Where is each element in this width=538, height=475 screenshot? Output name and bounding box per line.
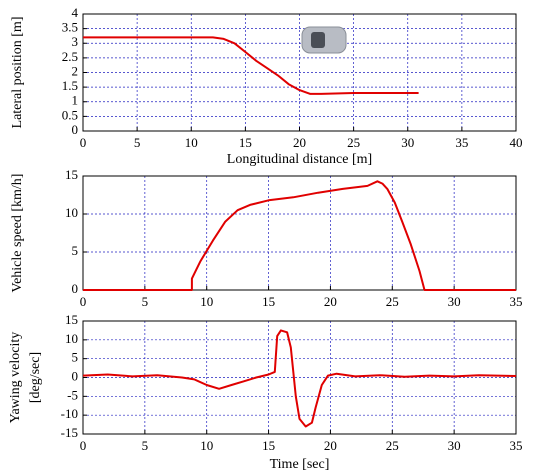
x-tick-label: 25 <box>347 135 360 150</box>
data-line <box>83 180 516 291</box>
car-window <box>311 32 325 48</box>
x-tick-label: 5 <box>142 438 149 453</box>
y-tick-label: -5 <box>67 387 78 402</box>
y-tick-label: 15 <box>65 167 78 182</box>
car-icon <box>301 26 347 54</box>
x-tick-label: 10 <box>200 294 213 309</box>
plot-frame <box>82 13 517 132</box>
y-tick-label: 4 <box>72 5 79 20</box>
x-tick-label: 20 <box>293 135 306 150</box>
y-tick-label: 0 <box>72 281 79 296</box>
x-tick-label: 35 <box>455 135 468 150</box>
x-tick-label: 20 <box>324 294 337 309</box>
y-tick-label: 10 <box>65 205 78 220</box>
x-tick-label: 0 <box>80 294 87 309</box>
y-tick-label: -15 <box>61 425 78 440</box>
x-tick-label: 30 <box>448 438 461 453</box>
y-tick-label: 2.5 <box>62 49 78 64</box>
x-tick-label: 0 <box>80 135 87 150</box>
x-tick-label: 20 <box>324 438 337 453</box>
y-tick-label: 2 <box>72 63 79 78</box>
y-tick-label: 5 <box>72 350 79 365</box>
x-tick-label: 0 <box>80 438 87 453</box>
y-tick-label: 10 <box>65 331 78 346</box>
y-tick-label: 0 <box>72 368 79 383</box>
y-tick-label: 0.5 <box>62 107 78 122</box>
y-tick-label: 15 <box>65 312 78 327</box>
x-tick-label: 30 <box>401 135 414 150</box>
x-tick-label: 10 <box>200 438 213 453</box>
y-tick-label: -10 <box>61 406 78 421</box>
x-tick-label: 40 <box>510 135 523 150</box>
data-line <box>83 36 419 95</box>
y-tick-label: 5 <box>72 243 79 258</box>
y-tick-label: 3 <box>72 34 79 49</box>
y-tick-label: 1 <box>72 93 79 108</box>
y-axis-label: [deg/sec] <box>28 352 43 403</box>
plot-frame <box>82 320 517 435</box>
x-tick-label: 10 <box>185 135 198 150</box>
x-tick-label: 5 <box>134 135 141 150</box>
y-tick-label: 0 <box>72 122 79 137</box>
x-tick-label: 15 <box>262 438 275 453</box>
x-tick-label: 35 <box>510 294 523 309</box>
y-axis-label: Yawing velocity <box>8 332 23 424</box>
data-line <box>82 329 517 428</box>
x-tick-label: 15 <box>262 294 275 309</box>
x-axis-label: Time [sec] <box>270 457 330 472</box>
x-tick-label: 25 <box>386 438 399 453</box>
y-axis-label: Vehicle speed [km/h] <box>10 174 25 293</box>
y-tick-label: 1.5 <box>62 78 78 93</box>
x-tick-label: 5 <box>142 294 149 309</box>
y-axis-label: Lateral position [m] <box>10 17 25 129</box>
x-tick-label: 30 <box>448 294 461 309</box>
x-axis-label: Longitudinal distance [m] <box>227 152 372 167</box>
x-tick-label: 15 <box>239 135 252 150</box>
y-tick-label: 3.5 <box>62 20 78 35</box>
x-tick-label: 35 <box>510 438 523 453</box>
plot-frame <box>82 175 517 291</box>
x-tick-label: 25 <box>386 294 399 309</box>
